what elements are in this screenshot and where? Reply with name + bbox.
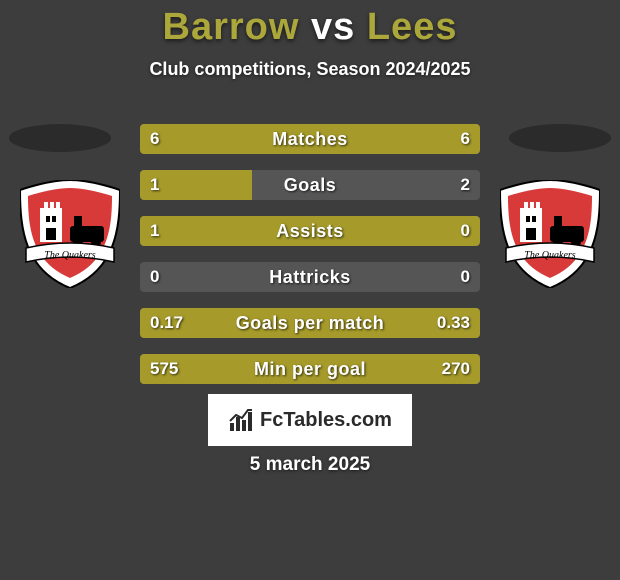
player2-name: Lees xyxy=(367,6,458,48)
stat-row: 12Goals xyxy=(140,170,480,200)
stat-row: 66Matches xyxy=(140,124,480,154)
date-text: 5 march 2025 xyxy=(0,454,620,476)
vs-text: vs xyxy=(311,6,355,48)
content-wrapper: Barrow vs Lees Club competitions, Season… xyxy=(0,0,620,580)
bar-label: Goals xyxy=(140,170,480,200)
crest-left-svg: The Quakers xyxy=(20,180,120,288)
stat-row: 10Assists xyxy=(140,216,480,246)
crest-right-svg: The Quakers xyxy=(500,180,600,288)
crest-left: The Quakers xyxy=(20,180,120,288)
stat-bars: 66Matches 12Goals 10Assists 00Hattricks 0.17… xyxy=(140,124,480,400)
subtitle: Club competitions, Season 2024/2025 xyxy=(0,59,620,80)
crest-banner-text: The Quakers xyxy=(524,250,575,261)
stat-row: 575270Min per goal xyxy=(140,354,480,384)
shadow-left xyxy=(9,124,111,152)
logo-text: FcTables.com xyxy=(260,409,392,432)
bar-label: Goals per match xyxy=(140,308,480,338)
bar-label: Assists xyxy=(140,216,480,246)
stat-row: 0.170.33Goals per match xyxy=(140,308,480,338)
player1-name: Barrow xyxy=(163,6,300,48)
crest-right: The Quakers xyxy=(500,180,600,288)
page-title: Barrow vs Lees xyxy=(0,0,620,49)
logo-chart-icon xyxy=(228,407,254,433)
crest-banner-text: The Quakers xyxy=(44,250,95,261)
logo-box: FcTables.com xyxy=(208,394,412,446)
bar-label: Matches xyxy=(140,124,480,154)
bar-label: Hattricks xyxy=(140,262,480,292)
stat-row: 00Hattricks xyxy=(140,262,480,292)
bar-label: Min per goal xyxy=(140,354,480,384)
shadow-right xyxy=(509,124,611,152)
